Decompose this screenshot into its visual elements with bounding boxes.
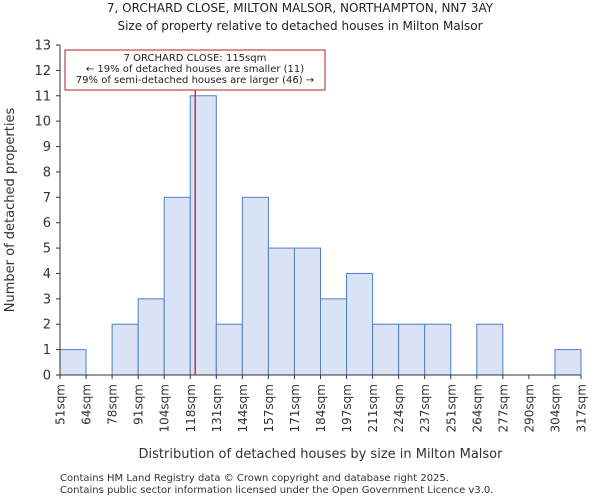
x-tick-label: 91sqm: [132, 384, 146, 425]
bar: [137, 298, 165, 376]
y-tick-label: 13: [34, 39, 51, 54]
y-tick-label: 8: [43, 165, 51, 180]
annotation-line2: ← 19% of detached houses are smaller (11…: [86, 64, 304, 75]
x-tick-label: 64sqm: [80, 384, 94, 425]
bar: [267, 247, 295, 376]
y-axis-title: Number of detached properties: [3, 108, 18, 313]
y-tick-label: 9: [43, 140, 51, 155]
x-tick-label: 277sqm: [496, 384, 510, 432]
bar: [424, 323, 452, 376]
footer-copyright: Contains HM Land Registry data © Crown c…: [60, 473, 449, 484]
bar: [398, 323, 426, 376]
annotation-line1: 7 ORCHARD CLOSE: 115sqm: [124, 53, 267, 64]
y-tick-label: 4: [43, 267, 51, 282]
bar: [476, 323, 504, 376]
x-tick-label: 264sqm: [470, 384, 484, 432]
x-tick-label: 78sqm: [106, 384, 120, 425]
bar: [189, 95, 217, 376]
footer-licence: Contains public sector information licen…: [60, 485, 494, 496]
bar: [59, 349, 87, 376]
bar: [163, 196, 191, 376]
bar: [293, 247, 322, 376]
x-tick-label: 118sqm: [184, 384, 198, 432]
y-tick-label: 6: [43, 216, 51, 231]
x-tick-label: 251sqm: [444, 384, 458, 432]
y-tick-label: 3: [43, 292, 51, 307]
x-tick-label: 171sqm: [288, 384, 302, 432]
y-tick-label: 10: [34, 115, 51, 130]
y-tick-label: 1: [43, 343, 51, 358]
y-tick-label: 2: [43, 318, 51, 333]
y-tick-label: 7: [43, 191, 51, 206]
y-tick-label: 5: [43, 242, 51, 257]
x-tick-label: 211sqm: [366, 384, 380, 432]
bar: [215, 323, 243, 376]
y-tick-label: 0: [43, 369, 51, 384]
chart-title: 7, ORCHARD CLOSE, MILTON MALSOR, NORTHAM…: [106, 1, 494, 15]
x-tick-label: 104sqm: [158, 384, 172, 432]
x-tick-label: 237sqm: [418, 384, 432, 432]
x-tick-label: 131sqm: [210, 384, 224, 432]
bar: [554, 349, 582, 376]
x-axis-title: Distribution of detached houses by size …: [139, 447, 504, 462]
x-tick-label: 157sqm: [262, 384, 276, 432]
annotation-line3: 79% of semi-detached houses are larger (…: [76, 75, 314, 86]
x-tick-label: 290sqm: [522, 384, 536, 432]
x-tick-label: 304sqm: [548, 384, 562, 432]
bar: [372, 323, 400, 376]
x-tick-label: 144sqm: [236, 384, 250, 432]
bar: [241, 196, 269, 376]
y-tick-label: 11: [34, 89, 51, 104]
annotation-box: [64, 49, 326, 91]
x-tick-label: 197sqm: [340, 384, 354, 432]
bar: [111, 323, 139, 376]
x-tick-label: 184sqm: [314, 384, 328, 432]
y-tick-label: 12: [34, 64, 51, 79]
x-tick-label: 317sqm: [575, 384, 589, 432]
bar: [320, 298, 348, 376]
bar: [346, 272, 374, 376]
x-tick-label: 224sqm: [392, 384, 406, 432]
chart-subtitle: Size of property relative to detached ho…: [117, 19, 483, 33]
x-tick-label: 51sqm: [54, 384, 68, 425]
